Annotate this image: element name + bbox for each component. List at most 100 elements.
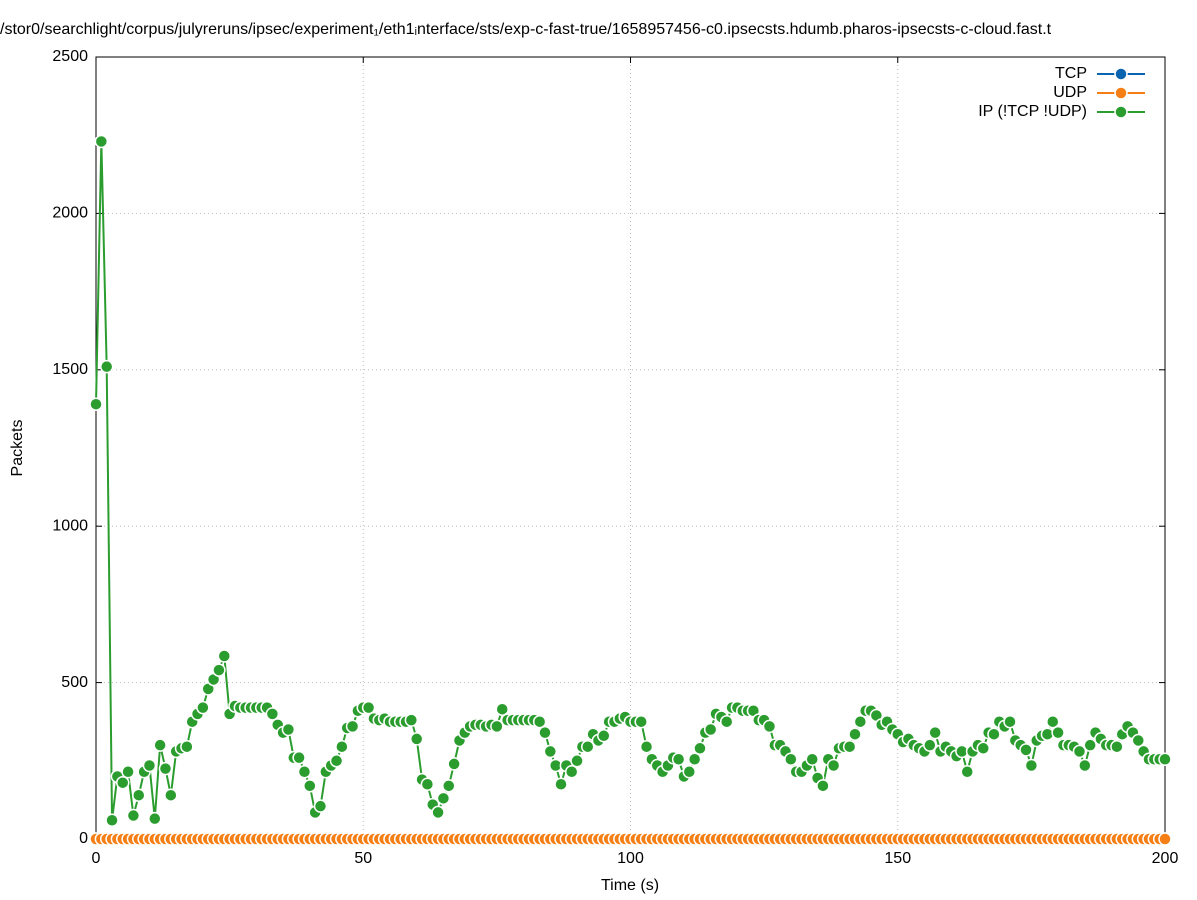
- data-point: [335, 739, 349, 754]
- data-point: [447, 757, 461, 771]
- data-point: [409, 732, 424, 746]
- data-point: [1158, 752, 1172, 766]
- data-point: [436, 791, 451, 806]
- data-point: [115, 775, 130, 790]
- data-point: [132, 788, 146, 802]
- data-point: [431, 805, 445, 820]
- data-point: [89, 397, 103, 411]
- legend-label: UDP: [1053, 84, 1087, 101]
- y-axis-label: Packets: [9, 420, 26, 477]
- data-point: [345, 719, 360, 734]
- legend-label: IP (!TCP !UDP): [978, 103, 1087, 120]
- data-point: [1051, 725, 1065, 740]
- data-point: [99, 359, 114, 374]
- data-point: [292, 750, 306, 765]
- data-point: [1024, 758, 1039, 773]
- data-point: [196, 700, 210, 715]
- data-point: [361, 700, 376, 715]
- series: [89, 134, 1172, 827]
- series: [89, 832, 1172, 846]
- data-point: [1110, 739, 1124, 754]
- data-point: [303, 779, 317, 793]
- data-point: [1019, 743, 1033, 757]
- data-point: [265, 707, 280, 721]
- data-point: [826, 758, 841, 773]
- data-point: [1083, 738, 1097, 752]
- data-point: [597, 729, 611, 743]
- data-point: [142, 758, 157, 773]
- data-point: [1078, 758, 1092, 773]
- data-point: [495, 702, 509, 716]
- data-point: [297, 764, 312, 779]
- chart-title: /stor0/searchlight/corpus/julyreruns/ips…: [0, 21, 1052, 38]
- data-point: [671, 752, 686, 766]
- data-point: [1046, 714, 1060, 729]
- y-tick-label: 0: [79, 830, 88, 847]
- data-point: [329, 754, 344, 768]
- data-point: [719, 714, 734, 729]
- data-point: [153, 738, 167, 752]
- data-point: [148, 811, 162, 826]
- x-tick-label: 50: [354, 850, 372, 867]
- legend-label: TCP: [1055, 65, 1087, 82]
- data-point: [404, 713, 419, 727]
- data-point: [682, 764, 697, 779]
- data-point: [805, 752, 819, 766]
- x-tick-label: 100: [617, 850, 644, 867]
- data-point: [923, 738, 937, 752]
- data-point: [1003, 714, 1017, 729]
- legend-marker: [1114, 105, 1128, 119]
- data-point: [848, 727, 862, 741]
- data-point: [490, 719, 504, 734]
- data-point: [1072, 744, 1087, 759]
- data-point: [281, 722, 296, 737]
- y-tick-label: 500: [61, 674, 88, 691]
- data-point: [842, 739, 857, 754]
- data-point: [420, 777, 435, 792]
- data-point: [1131, 733, 1146, 748]
- data-point: [105, 813, 119, 827]
- data-point: [217, 649, 232, 663]
- x-tick-label: 0: [92, 850, 101, 867]
- data-point: [784, 752, 798, 766]
- data-point: [121, 764, 135, 779]
- data-point: [313, 799, 328, 813]
- data-point: [816, 779, 830, 793]
- data-point: [554, 777, 568, 792]
- x-axis-label: Time (s): [601, 877, 659, 894]
- data-point: [853, 714, 868, 729]
- data-point: [570, 754, 584, 768]
- data-point: [762, 719, 777, 734]
- y-tick-label: 2500: [52, 48, 88, 65]
- y-tick-label: 2000: [52, 205, 88, 222]
- data-point: [180, 739, 194, 754]
- data-point: [987, 727, 1001, 741]
- data-point: [639, 739, 654, 754]
- x-tick-label: 200: [1152, 850, 1179, 867]
- legend-marker: [1114, 67, 1128, 81]
- data-point: [538, 725, 552, 740]
- data-point: [960, 764, 974, 779]
- data-point: [687, 752, 702, 766]
- data-point: [703, 722, 718, 737]
- y-tick-label: 1000: [52, 517, 88, 534]
- data-point: [976, 741, 991, 756]
- data-point: [1158, 832, 1172, 846]
- data-point: [212, 663, 226, 677]
- data-point: [580, 739, 595, 754]
- data-point: [543, 744, 558, 759]
- legend-marker: [1114, 86, 1128, 100]
- data-point: [928, 725, 942, 740]
- data-point: [634, 714, 648, 729]
- data-point: [158, 761, 173, 776]
- data-point: [164, 788, 178, 802]
- data-point: [94, 134, 109, 149]
- data-point: [126, 808, 141, 823]
- data-point: [564, 764, 579, 779]
- y-tick-label: 1500: [52, 361, 88, 378]
- data-point: [442, 779, 456, 793]
- data-point: [693, 741, 707, 756]
- data-point: [532, 714, 547, 729]
